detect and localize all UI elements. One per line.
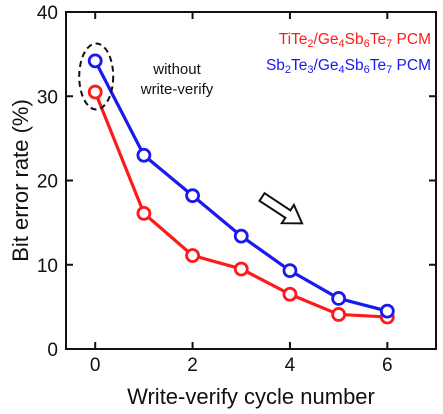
y-tick-label: 0: [47, 340, 58, 361]
y-tick-label: 10: [37, 256, 58, 277]
x-tick-label: 4: [285, 355, 296, 376]
data-point: [185, 188, 200, 204]
axis-ticks: [66, 11, 436, 350]
data-point: [233, 261, 249, 277]
data-point: [136, 205, 152, 221]
y-tick-label: 30: [37, 87, 58, 108]
data-point: [87, 84, 103, 100]
data-point: [87, 53, 103, 69]
x-tick-label: 0: [90, 355, 101, 376]
series-line: [93, 91, 388, 319]
highlight-ellipse: [78, 42, 115, 111]
legend-entry-1: TiTe2/Ge4Sb6Te7 PCM: [279, 31, 431, 50]
annotation-write-verify: write-verify: [140, 81, 214, 98]
x-tick-label: 2: [187, 355, 198, 376]
data-point: [379, 303, 395, 319]
y-tick-label: 40: [37, 3, 58, 24]
trend-arrow-icon: [258, 191, 304, 225]
y-tick-label: 20: [37, 172, 58, 193]
data-point: [136, 147, 152, 163]
data-point: [331, 291, 347, 306]
data-point: [185, 248, 200, 263]
annotation-without: without: [152, 61, 201, 78]
data-point: [282, 286, 298, 302]
series-2: [87, 53, 395, 319]
data-point: [331, 307, 347, 322]
x-axis-label: Write-verify cycle number: [127, 384, 375, 409]
legend-entry-2: Sb2Te3/Ge4Sb6Te7 PCM: [266, 57, 431, 76]
data-point: [233, 228, 249, 244]
legend: TiTe2/Ge4Sb6Te7 PCM Sb2Te3/Ge4Sb6Te7 PCM: [266, 31, 431, 76]
axis-tick-labels: 0 2 4 6 0 10 20 30 40: [37, 3, 393, 376]
data-point: [282, 263, 298, 279]
data-series: [87, 53, 395, 325]
x-tick-label: 6: [382, 355, 393, 376]
series-1: [87, 84, 395, 325]
y-axis-label: Bit error rate (%): [8, 99, 33, 262]
